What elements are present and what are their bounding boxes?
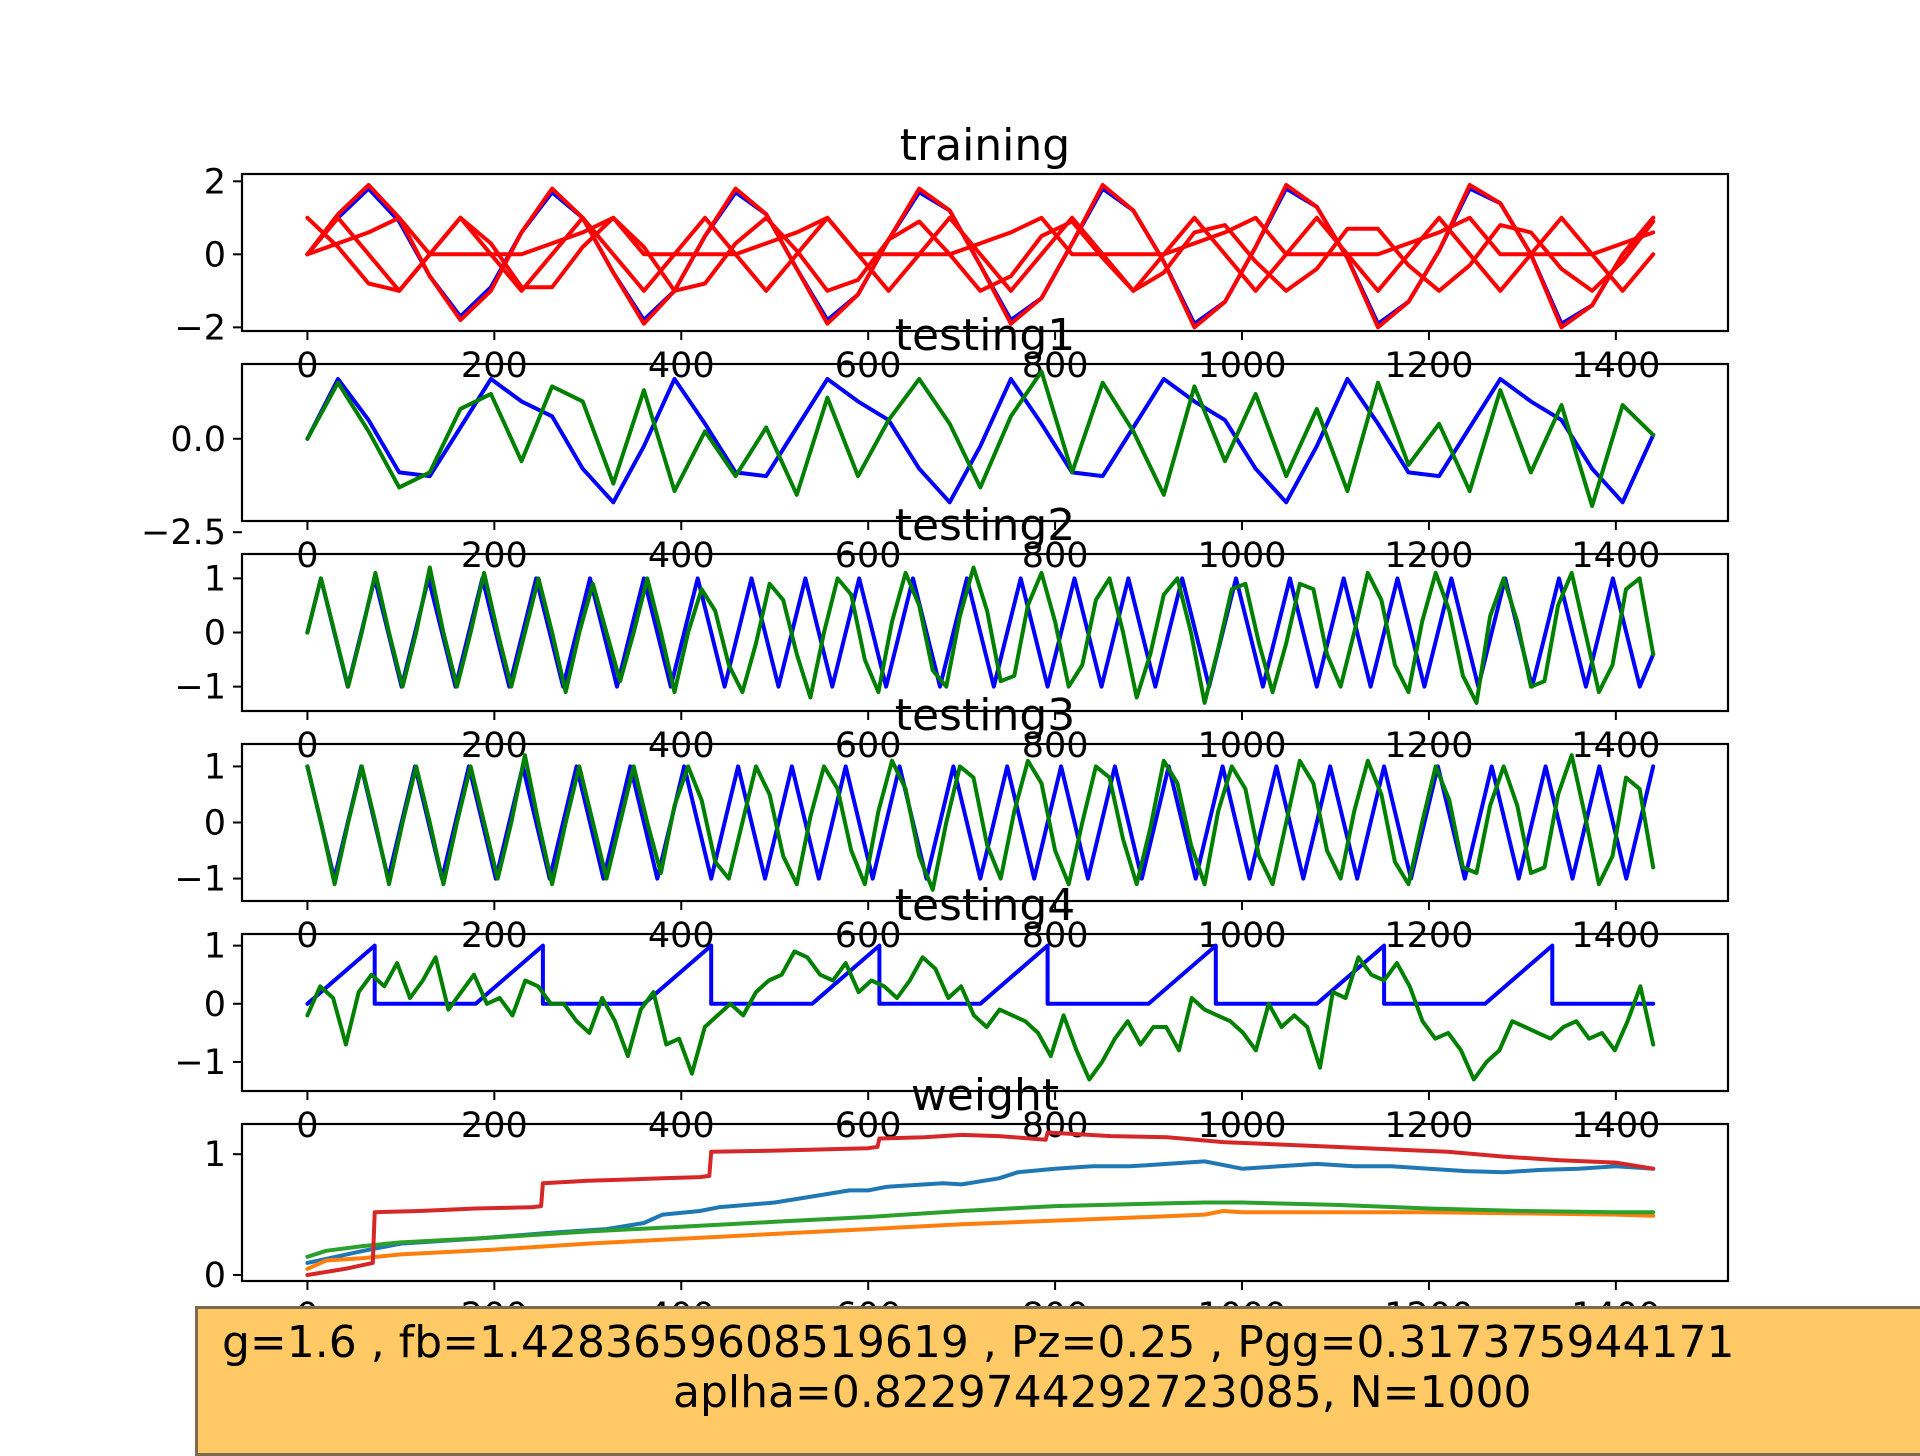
axes-frame	[240, 172, 1730, 333]
x-tick-label: 200	[461, 1106, 528, 1146]
series-line-output-1	[305, 565, 1656, 705]
subplot-testing1: −2.5 0.0 0 200 400 600 800 1000 1200 1400 testing1	[141, 310, 1730, 576]
series-line-target-0	[305, 576, 1656, 689]
y-tick-label: 0.0	[170, 420, 226, 460]
x-tick-label: 600	[835, 726, 902, 766]
x-tick-label: 1400	[1571, 1106, 1660, 1146]
subplot-title: weight	[911, 1070, 1059, 1121]
series-line-weight-3	[305, 1130, 1656, 1277]
x-tick-label: 400	[648, 346, 715, 386]
subplot-weight: 010200400600800100012001400weight	[204, 1070, 1730, 1336]
x-tick-label: 200	[461, 726, 528, 766]
x-tick-label: 1200	[1384, 346, 1473, 386]
x-tick-label: 200	[461, 536, 528, 576]
y-tick-label: 0	[204, 1256, 226, 1296]
x-tick-label: 1200	[1384, 1106, 1473, 1146]
axes-frame	[240, 932, 1730, 1093]
x-tick-label: 1200	[1384, 726, 1473, 766]
series-line-target-0	[305, 764, 1656, 881]
series-line-weight-1	[305, 1209, 1656, 1271]
subplot-testing3: −1 0 1 0 200 400 600 800 1000 1200 1400 testing3	[174, 690, 1730, 956]
x-tick-label: 0	[296, 1106, 318, 1146]
y-tick-label: 0	[204, 614, 226, 654]
x-tick-label: 1400	[1571, 726, 1660, 766]
series-line-output-1	[305, 949, 1656, 1082]
x-tick-label: 600	[835, 346, 902, 386]
x-tick-label: 800	[1022, 536, 1089, 576]
x-tick-label: 800	[1022, 726, 1089, 766]
x-tick-label: 600	[835, 536, 902, 576]
y-tick-label: 1	[204, 927, 226, 967]
x-tick-label: 0	[296, 346, 318, 386]
y-tick-label: −1	[174, 668, 226, 708]
series-line-weight-2	[305, 1200, 1656, 1259]
series-line-target-0	[305, 943, 1656, 1006]
y-tick-label: −2	[174, 308, 226, 348]
x-tick-label: 1400	[1571, 916, 1660, 956]
y-tick-label: 0	[204, 985, 226, 1025]
x-tick-label: 1000	[1197, 726, 1286, 766]
y-tick-label: 1	[204, 559, 226, 599]
x-tick-label: 0	[296, 916, 318, 956]
y-tick-label: 1	[204, 747, 226, 787]
x-tick-label: 800	[1022, 346, 1089, 386]
subplot-title: testing3	[895, 690, 1076, 741]
x-tick-label: 1000	[1197, 346, 1286, 386]
series-line-output-2	[305, 215, 1656, 293]
series-line-output-1	[305, 183, 1656, 330]
axes-frame	[240, 362, 1730, 523]
x-tick-label: 600	[835, 916, 902, 956]
x-tick-label: 1400	[1571, 536, 1660, 576]
x-tick-label: 1200	[1384, 916, 1473, 956]
parameter-text-line-2: aplha=0.8229744292723085, N=1000	[673, 1367, 1532, 1418]
x-tick-label: 400	[648, 1106, 715, 1146]
series-line-target-0	[305, 377, 1656, 505]
y-tick-label: −1	[174, 860, 226, 900]
axes-frame	[240, 1122, 1730, 1283]
x-tick-label: 0	[296, 536, 318, 576]
y-tick-label: −2.5	[141, 513, 226, 553]
subplot-title: testing2	[895, 500, 1076, 551]
x-tick-label: 800	[1022, 916, 1089, 956]
series-line-output-1	[305, 369, 1656, 508]
y-tick-label: −1	[174, 1043, 226, 1083]
y-tick-label: 1	[204, 1135, 226, 1175]
parameter-info-box: g=1.6 , fb=1.4283659608519619 , Pz=0.25 …	[195, 1306, 1920, 1456]
y-tick-label: 0	[204, 804, 226, 844]
x-tick-label: 200	[461, 916, 528, 956]
x-tick-label: 400	[648, 726, 715, 766]
series-line-output-4	[305, 215, 1656, 257]
x-tick-label: 1000	[1197, 536, 1286, 576]
subplot-title: testing1	[895, 310, 1076, 361]
parameter-text-line-1: g=1.6 , fb=1.4283659608519619 , Pz=0.25 …	[222, 1317, 1735, 1368]
series-line-output-3	[305, 215, 1656, 293]
x-tick-label: 0	[296, 726, 318, 766]
series-line-output-1	[305, 753, 1656, 892]
subplot-title: testing4	[895, 880, 1076, 931]
y-tick-label: 0	[204, 235, 226, 275]
subplot-testing2: −1 0 1 0 200 400 600 800 1000 1200 1400 testing2	[174, 500, 1730, 766]
series-line-weight-0	[305, 1159, 1656, 1265]
y-tick-label: 2	[204, 162, 226, 202]
x-tick-label: 400	[648, 536, 715, 576]
x-tick-label: 1200	[1384, 536, 1473, 576]
x-tick-label: 1400	[1571, 346, 1660, 386]
x-tick-label: 400	[648, 916, 715, 956]
subplot-title: training	[900, 120, 1070, 171]
